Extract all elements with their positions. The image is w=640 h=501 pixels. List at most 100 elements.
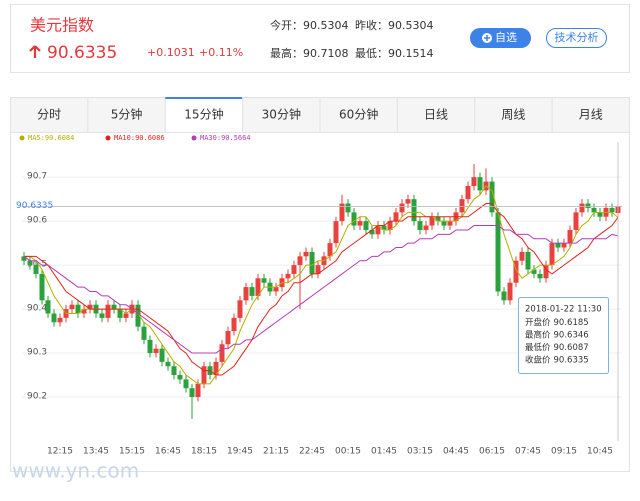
candle (45, 295, 51, 318)
candle (495, 207, 501, 296)
watchlist-button[interactable]: 自选 (470, 28, 531, 48)
quote-title: 美元指数 (30, 16, 94, 35)
candle-body (381, 225, 387, 230)
tab-label[interactable]: 15分钟 (184, 107, 223, 122)
tab-label[interactable]: 日线 (424, 108, 448, 122)
tooltip-box (518, 297, 609, 374)
chart-panel (10, 97, 630, 472)
tooltip-value: 90.6346 (554, 330, 589, 340)
candle-body (591, 207, 597, 213)
candle-body (549, 243, 555, 266)
candle-body (255, 278, 261, 296)
candle-body (219, 344, 225, 362)
candle-body (369, 229, 375, 235)
candle (141, 322, 147, 345)
stat-label: 最高 (270, 46, 292, 60)
candle (357, 216, 363, 230)
svg-text:最低：90.1514: 最低：90.1514 (355, 47, 434, 60)
candle-body (435, 216, 441, 222)
candle (171, 361, 177, 380)
stat-label: 最低 (355, 47, 377, 60)
tab[interactable]: 分时 (10, 97, 89, 133)
candle-body (363, 221, 369, 230)
candle (291, 260, 297, 279)
candle (189, 383, 195, 420)
candle-body (459, 199, 465, 213)
candle (441, 216, 447, 230)
crosshair-label: 90.6335 (16, 201, 53, 211)
y-tick-label: 90.5 (27, 260, 47, 270)
y-tick-label: 90.4 (27, 304, 47, 314)
tooltip-label: 开盘价 (525, 317, 551, 328)
candle-body (555, 243, 561, 248)
tab-label[interactable]: 60分钟 (339, 107, 378, 122)
candle-body (339, 203, 345, 222)
x-tick-label: 00:15 (335, 447, 361, 457)
tab[interactable]: 15分钟 (164, 97, 244, 133)
tab-label[interactable]: 5分钟 (111, 107, 143, 122)
candle-body (111, 304, 117, 310)
tab-label[interactable]: 30分钟 (262, 107, 301, 122)
candle-body (423, 225, 429, 230)
tab-bg[interactable] (10, 97, 89, 133)
candle-body (597, 212, 603, 217)
candle (507, 278, 513, 305)
tooltip-value: 90.6087 (554, 343, 589, 353)
candle (333, 216, 339, 248)
candle-body (195, 383, 201, 398)
candle-body (261, 278, 267, 283)
tab-label[interactable]: 周线 (501, 108, 525, 122)
candle (117, 304, 123, 323)
candle-body (57, 317, 63, 323)
candle (27, 256, 33, 270)
quote-change: +0.1031 (147, 46, 195, 59)
candle-body (135, 304, 141, 327)
tab-bg[interactable] (396, 97, 476, 133)
tab-bg[interactable] (87, 97, 166, 133)
candle-body (399, 203, 405, 213)
tab[interactable]: 5分钟 (87, 97, 166, 133)
candle (147, 335, 153, 358)
candle-body (375, 225, 381, 235)
tab-label[interactable]: 月线 (579, 108, 603, 122)
candle (33, 260, 39, 279)
tab[interactable]: 日线 (396, 97, 476, 133)
candle-body (39, 273, 45, 301)
tab[interactable]: 30分钟 (242, 97, 321, 133)
x-tick-label: 16:45 (155, 447, 181, 457)
candle (429, 212, 435, 230)
candle-body (123, 313, 129, 318)
candle-body (327, 243, 333, 257)
x-tick-label: 01:45 (371, 447, 397, 457)
tooltip-row: 最低价 90.6087 (525, 342, 589, 353)
candle (405, 194, 411, 208)
tab-bar: 分时 5分钟 15分钟 30分钟 60分钟 日线 周线 月线 (10, 97, 630, 133)
candle-body (537, 273, 543, 279)
candle (609, 203, 615, 217)
legend-dot (105, 135, 111, 141)
tab-bg[interactable] (319, 97, 398, 133)
tooltip-row: 最高价 90.6346 (525, 329, 589, 340)
candle-body (249, 287, 255, 296)
candle-body (471, 177, 477, 186)
candle-body (225, 331, 231, 345)
tab-bg[interactable] (474, 97, 553, 133)
candle (261, 273, 267, 288)
candle-body (273, 287, 279, 292)
candle (69, 300, 75, 314)
legend-dot (19, 135, 25, 141)
tab[interactable]: 月线 (551, 97, 630, 133)
button-label[interactable]: 技术分析 (555, 30, 599, 44)
candle (573, 207, 579, 235)
candle (381, 221, 387, 235)
tab-bg[interactable] (551, 97, 630, 133)
watermark: www.yn.com (12, 459, 139, 483)
tab[interactable]: 周线 (474, 97, 553, 133)
tooltip-label: 收盘价 (525, 354, 551, 365)
tab-label[interactable]: 分时 (37, 108, 61, 122)
button-label[interactable]: 自选 (495, 31, 517, 44)
candle (165, 357, 171, 371)
tab[interactable]: 60分钟 (319, 97, 398, 133)
quote-change-pct: +0.11% (199, 46, 243, 59)
analysis-button[interactable]: 技术分析 (546, 28, 607, 48)
